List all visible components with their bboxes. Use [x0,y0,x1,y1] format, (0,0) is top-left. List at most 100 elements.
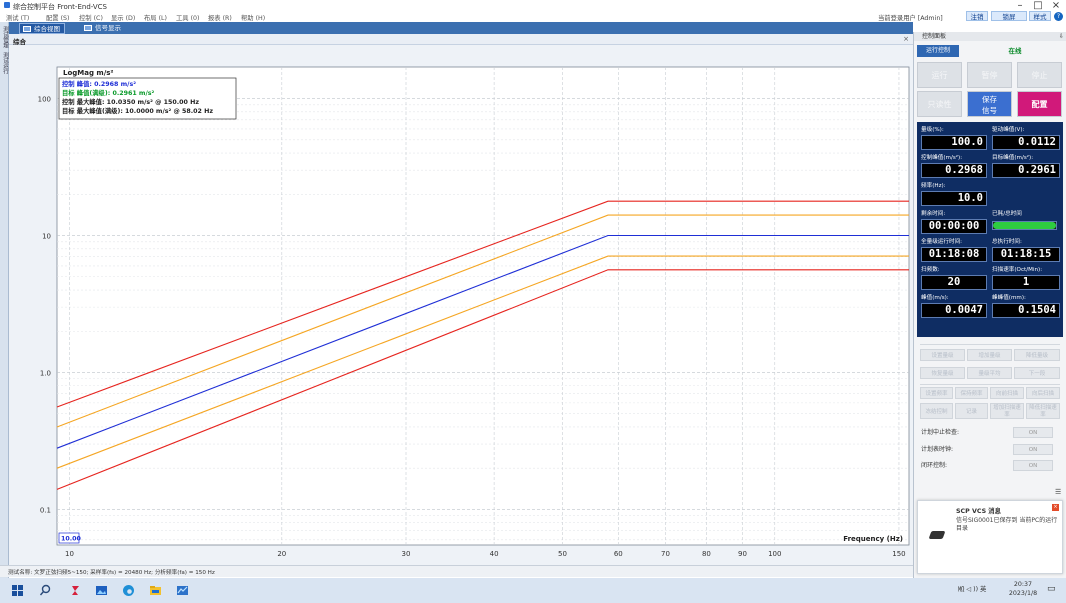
notification-title: SCP VCS 消息 [956,508,1001,515]
frequency-response-chart[interactable]: 10 20 30 40 50 60 70 80 90 100 150 0.1 1.0 10 100 LogMa… [9,45,913,565]
x-tick-label: 30 [402,550,411,558]
notification-popup: SCP VCS 消息 × 信号SIG0001已保存到 当前PC的运行目录 [917,500,1063,574]
readonly-button[interactable]: 只读性 [917,91,962,117]
minimize-button[interactable]: – [1017,0,1023,11]
tab-run-control[interactable]: 运行控制 [917,45,959,57]
control-peak-value: 0.2968 [921,163,987,178]
clock-date[interactable]: 2023/1/8 [1008,590,1038,597]
x-tick-label: 10 [65,550,74,558]
abort-check-toggle[interactable]: ON [1013,427,1053,438]
decrease-level-button[interactable]: 降低量级 [1014,349,1060,361]
menu-display[interactable]: 显示 (D) [111,15,136,22]
displacement-label: 峰峰值(mm): [992,295,1026,301]
control-panel: 控制面板 ⇩ 运行控制 在线 运行 暂停 停止 只读性 保存 信号 配置 量级(… [913,32,1066,578]
vcs-app-icon[interactable] [176,584,189,597]
edge-browser-icon[interactable] [122,584,135,597]
x-tick-label: 40 [490,550,499,558]
logout-button[interactable]: 注销 [966,11,988,21]
save-signal-button[interactable]: 保存 信号 [967,91,1012,117]
sweeps-value: 20 [921,275,987,290]
velocity-value: 0.0047 [921,303,987,318]
signal-icon [84,25,92,31]
side-tab-test-run[interactable]: 测试运行 [2,52,8,74]
config-button[interactable]: 配置 [1017,91,1062,117]
style-button[interactable]: 样式 [1029,11,1051,21]
tab-label: 信号显示 [95,24,121,32]
y-tick-label: 100 [38,96,51,104]
x-tick-label: 150 [892,550,905,558]
search-icon[interactable] [39,584,52,597]
tab-combined-view[interactable]: 综合视图 [19,23,65,34]
panel-title: 控制面板 [922,33,947,40]
pin-icon[interactable]: ⇩ [1058,33,1064,40]
series-line-4 [56,269,909,490]
restore-level-button[interactable]: 恢复量级 [920,367,965,379]
close-window-button[interactable]: × [1051,0,1061,11]
menu-reports[interactable]: 报表 (R) [208,15,232,22]
increase-sweep-rate-button[interactable]: 增加扫描速率 [990,403,1024,419]
system-tray[interactable]: ㏁ ◁ )) 英 [958,586,987,593]
y-tick-label: 0.1 [40,506,51,514]
y-axis-label: LogMag m/s² [63,69,114,77]
x-tick-label: 100 [768,550,781,558]
window-title: 综合控制平台 Front-End-VCS [13,3,107,11]
level-average-button[interactable]: 量级平均 [967,367,1012,379]
menu-layout[interactable]: 布局 (L) [144,15,168,22]
online-status: 在线 [1008,47,1022,55]
menu-config[interactable]: 配置 (S) [46,15,70,22]
menu-test[interactable]: 测试 (T) [6,15,30,22]
lock-screen-button[interactable]: 锁屏 [991,11,1027,21]
run-button[interactable]: 运行 [917,62,962,88]
menu-tools[interactable]: 工具 (0) [176,15,200,22]
left-side-tabs: 测试管理 测试运行 [0,22,9,578]
progress-fill [993,222,1056,229]
config-label: 计划中止检查: [921,429,960,436]
pause-button[interactable]: 暂停 [967,62,1012,88]
y-tick-label: 1.0 [40,369,51,377]
current-user: 当前登录用户 [Admin] [878,15,943,22]
freeze-control-button[interactable]: 冻结控制 [920,403,953,419]
menu-help[interactable]: 帮助 (H) [241,15,266,22]
app-red-icon[interactable] [69,584,82,597]
series-line-2 [56,234,909,449]
close-icon[interactable]: × [1052,504,1059,511]
help-icon[interactable]: ? [1054,12,1063,21]
hold-frequency-button[interactable]: 保持频率 [955,387,988,399]
stop-button[interactable]: 停止 [1017,62,1062,88]
list-icon[interactable]: ☰ [1055,488,1062,496]
schedule-clock-toggle[interactable]: ON [1013,444,1053,455]
side-tab-test-manage[interactable]: 测试管理 [2,26,8,48]
notification-center-icon[interactable]: ▭ [1047,584,1056,594]
sweep-forward-button[interactable]: 向前扫描 [990,387,1024,399]
chart-header: 综合 × [9,34,913,46]
x-tick-label: 20 [277,550,286,558]
increase-level-button[interactable]: 增加量级 [967,349,1012,361]
menu-bar: 测试 (T) 配置 (S) 控制 (C) 显示 (D) 布局 (L) 工具 (0… [0,11,1066,22]
file-explorer-icon[interactable] [149,584,162,597]
maximize-button[interactable]: □ [1033,0,1043,11]
windows-start-icon[interactable] [11,584,24,597]
menu-control[interactable]: 控制 (C) [79,15,103,22]
remain-time-label: 剩余时间: [921,211,946,217]
target-peak-value: 0.2961 [992,163,1060,178]
tab-signal-display[interactable]: 信号显示 [81,23,125,34]
photos-icon[interactable] [95,584,108,597]
clock-time[interactable]: 20:37 [1013,581,1033,588]
status-bar: 测试名称: 文罗正弦扫频5~150; 采样率(fs) = 20480 Hz; 分… [0,565,913,577]
record-button[interactable]: 记录 [955,403,988,419]
chart-tab-label: 综合 [13,38,26,46]
sweep-backward-button[interactable]: 向后扫描 [1026,387,1060,399]
view-tab-strip: 综合视图 信号显示 [9,22,913,34]
config-label: 闭环控制: [921,462,948,469]
x-tick-label: 70 [661,550,670,558]
decrease-sweep-rate-button[interactable]: 降低扫描速率 [1026,403,1060,419]
next-segment-button[interactable]: 下一段 [1014,367,1060,379]
set-level-button[interactable]: 设置量级 [920,349,965,361]
close-icon[interactable]: × [903,35,909,43]
tab-label: 综合视图 [34,25,60,33]
divider [920,344,1060,345]
set-frequency-button[interactable]: 设置频率 [920,387,953,399]
taskbar: ㏁ ◁ )) 英 20:37 2023/1/8 ▭ [0,578,1066,603]
closed-loop-toggle[interactable]: ON [1013,460,1053,471]
control-tab-row: 运行控制 在线 [917,45,1063,57]
